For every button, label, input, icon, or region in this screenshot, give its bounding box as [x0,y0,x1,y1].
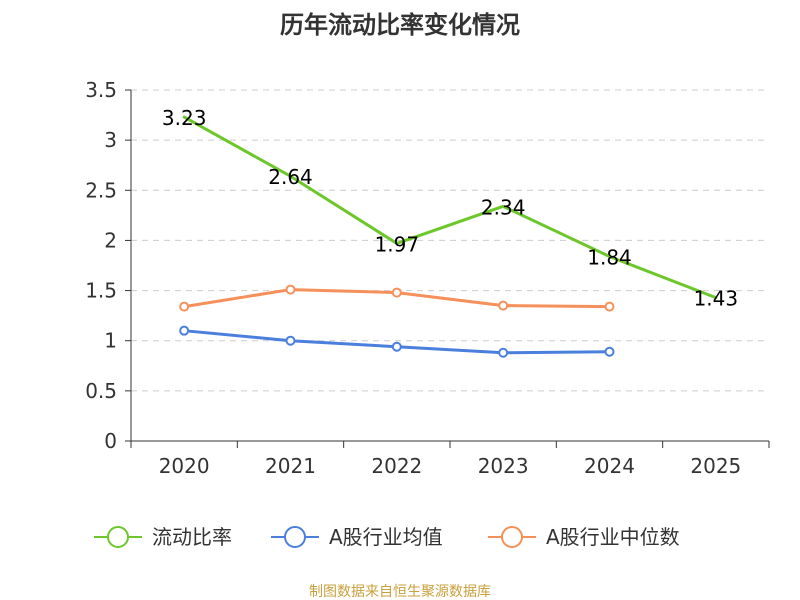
chart-title: 历年流动比率变化情况 [280,11,520,39]
data-point [391,287,402,298]
y-tick-label: 2 [104,228,117,252]
series-group [179,115,718,358]
y-tick-label: 1 [104,329,117,353]
x-tick-label: 2021 [265,454,316,478]
y-tick-label: 1.5 [85,279,117,303]
data-label: 1.43 [694,287,739,311]
y-tick-label: 3 [104,128,117,152]
grid-lines [131,89,769,392]
data-point [179,325,190,336]
data-label: 3.23 [162,106,207,130]
data-label: 1.97 [375,232,420,256]
legend-item: A股行业均值 [271,525,443,549]
axes [130,90,769,442]
x-tick-label: 2020 [159,454,210,478]
data-point [391,341,402,352]
source-note: 制图数据来自恒生聚源数据库 [309,584,491,600]
legend-marker-icon [284,526,306,548]
data-label: 2.64 [268,165,313,189]
data-labels: 3.23 2.64 1.97 2.34 1.84 1.43 [162,106,738,311]
x-tick-label: 2024 [584,454,635,478]
data-point [498,347,509,358]
series-line-0 [182,115,718,300]
x-tick-label: 2022 [371,454,422,478]
data-point [604,301,615,312]
legend-label: 流动比率 [152,525,232,549]
y-tick-label: 2.5 [85,178,117,202]
legend-label: A股行业中位数 [546,525,680,549]
x-tick-label: 2025 [690,454,741,478]
x-tick-label: 2023 [478,454,529,478]
legend-label: A股行业均值 [329,525,443,549]
y-tick-label: 0.5 [85,379,117,403]
data-label: 2.34 [481,195,526,219]
data-point [285,335,296,346]
y-tick-label: 0 [104,429,117,453]
legend: 流动比率 A股行业均值 A股行业中位数 [94,525,680,549]
data-point [498,300,509,311]
legend-item: 流动比率 [94,525,232,549]
data-label: 1.84 [587,245,632,269]
data-point [179,301,190,312]
data-point [604,346,615,357]
y-tick-label: 3.5 [85,78,117,102]
legend-marker-icon [107,526,129,548]
legend-item: A股行业中位数 [488,525,680,549]
legend-marker-icon [501,526,523,548]
x-axis-ticks: 2020 2021 2022 2023 2024 2025 [130,441,770,478]
data-point [285,284,296,295]
y-axis-ticks: 0 0.5 1 1.5 2 2.5 3 3.5 [85,78,131,453]
